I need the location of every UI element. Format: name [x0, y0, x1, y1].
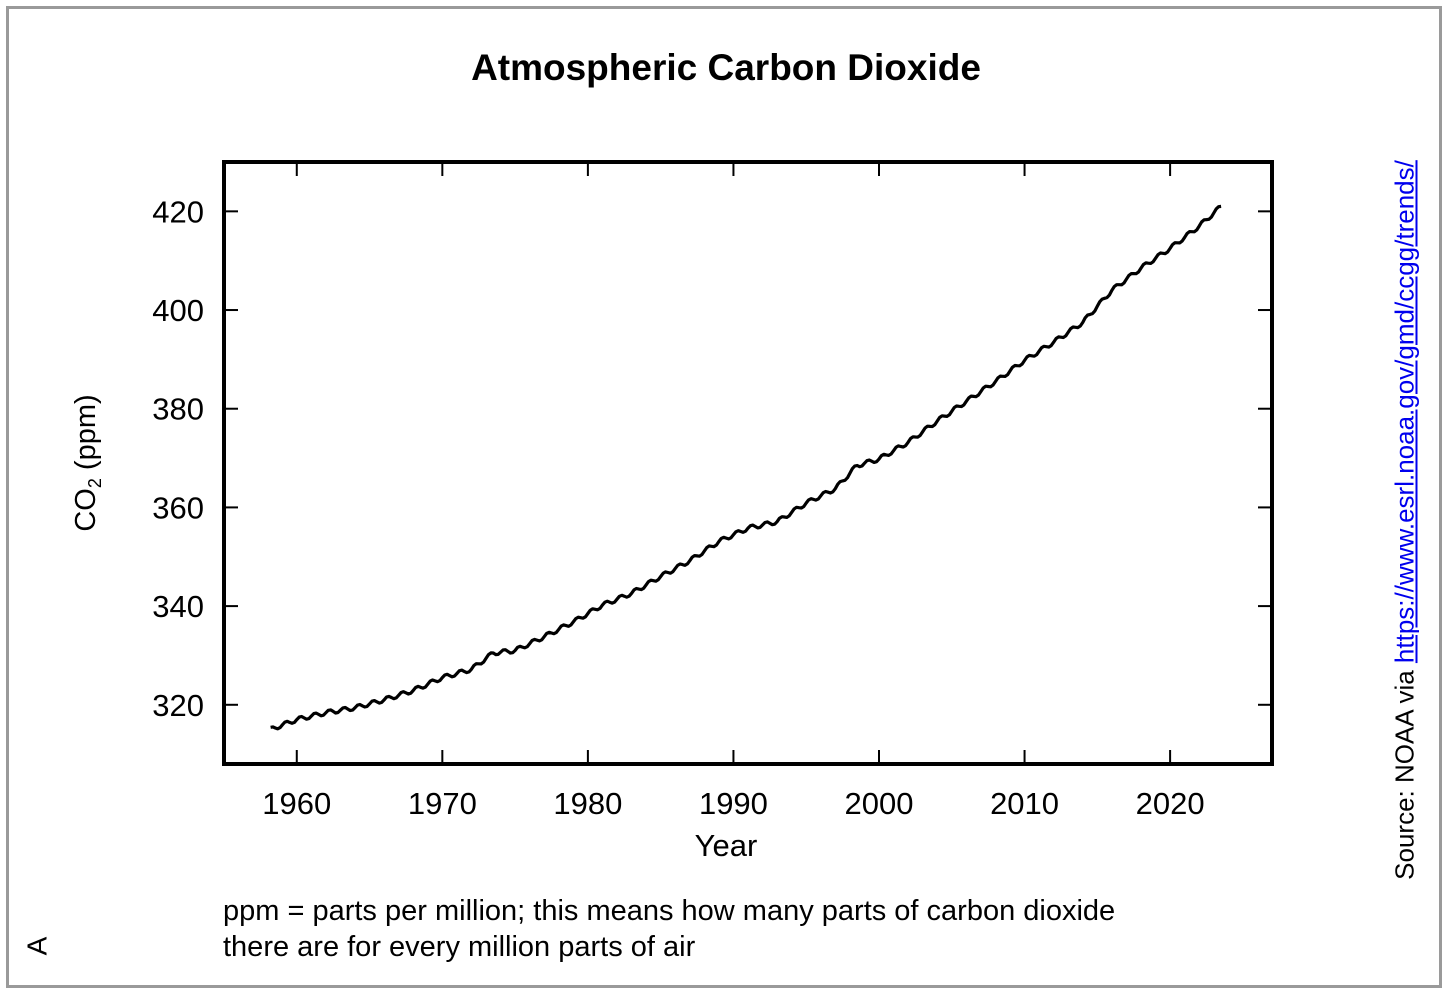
y-axis-label-subscript: 2	[85, 478, 105, 488]
x-tick-label: 1980	[553, 786, 622, 821]
y-tick-label: 420	[152, 194, 204, 229]
plot-area-border	[222, 160, 1274, 766]
y-tick-label: 360	[152, 490, 204, 525]
y-axis-label-main: CO	[70, 488, 102, 532]
x-tick-label: 1960	[262, 786, 331, 821]
figure-frame	[6, 6, 1442, 988]
x-axis-label: Year	[695, 828, 758, 863]
source-prefix: Source: NOAA via	[1389, 663, 1420, 880]
panel-letter: A	[21, 936, 53, 956]
y-tick-label: 400	[152, 293, 204, 328]
caption-line-1: ppm = parts per million; this means how …	[223, 895, 1116, 927]
y-axis-label-unit: (ppm)	[70, 394, 102, 478]
x-tick-label: 1990	[699, 786, 768, 821]
y-tick-label: 340	[152, 589, 204, 624]
co2-series-line	[270, 204, 1222, 731]
source-credit: Source: NOAA via https://www.esrl.noaa.g…	[1390, 160, 1421, 880]
chart-title: Atmospheric Carbon Dioxide	[471, 47, 981, 88]
y-axis-label: CO2 (ppm)	[70, 394, 105, 531]
x-tick-label: 2020	[1136, 786, 1205, 821]
caption-line-2: there are for every million parts of air	[223, 931, 696, 963]
x-tick-label: 2000	[845, 786, 914, 821]
y-tick-label: 320	[152, 688, 204, 723]
caption: ppm = parts per million; this means how …	[223, 893, 1343, 965]
x-tick-label: 1970	[408, 786, 477, 821]
y-tick-label: 380	[152, 392, 204, 427]
source-link[interactable]: https://www.esrl.noaa.gov/gmd/ccgg/trend…	[1389, 160, 1420, 664]
x-tick-label: 2010	[990, 786, 1059, 821]
svg-text:CO2 (ppm): CO2 (ppm)	[70, 394, 105, 531]
